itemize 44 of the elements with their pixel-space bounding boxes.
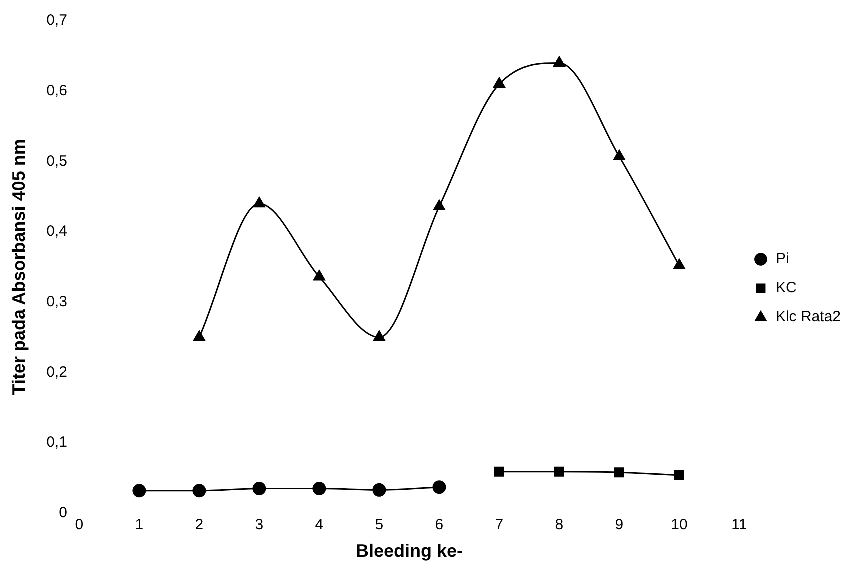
point	[554, 56, 566, 67]
point	[192, 484, 206, 498]
point	[674, 470, 684, 480]
x-tick-label: 6	[435, 516, 444, 534]
y-tick-label: 0,5	[46, 152, 68, 170]
y-tick-label: 0,4	[46, 223, 68, 240]
point	[132, 484, 146, 498]
point	[314, 270, 326, 281]
point	[312, 482, 326, 496]
x-tick-label: 10	[671, 516, 688, 534]
x-axis-title: Bleeding ke-	[356, 541, 463, 562]
point	[194, 330, 206, 342]
point	[432, 480, 446, 494]
point	[254, 197, 266, 208]
x-tick-label: 7	[495, 516, 504, 534]
y-tick-label: 0,6	[46, 82, 68, 100]
point	[372, 483, 386, 497]
point	[374, 330, 386, 342]
legend-label: Pi	[776, 250, 790, 268]
legend-label: Klc Rata2	[776, 308, 842, 326]
y-tick-label: 0,1	[46, 434, 68, 452]
x-tick-label: 4	[315, 516, 324, 534]
x-tick-label: 5	[375, 516, 384, 534]
x-tick-label: 1	[135, 516, 144, 534]
x-tick-label: 11	[732, 516, 748, 534]
y-tick-label: 0,7	[46, 12, 68, 30]
point	[494, 466, 504, 477]
x-tick-label: 9	[615, 516, 624, 534]
y-tick-label: 0,3	[46, 294, 68, 311]
point	[614, 468, 624, 478]
y-axis-title: Titer pada Absorbansi 405 nm	[8, 139, 29, 396]
point	[494, 78, 506, 88]
x-tick-label: 3	[255, 516, 264, 534]
x-tick-label: 8	[555, 516, 564, 534]
point	[554, 466, 564, 477]
point	[614, 150, 626, 161]
point	[674, 259, 686, 270]
x-tick-label: 2	[195, 516, 204, 534]
y-tick-label: 0,2	[46, 364, 68, 381]
point	[252, 482, 266, 496]
point	[434, 200, 446, 210]
x-tick-label: 0	[75, 516, 84, 534]
y-tick-label: 0	[59, 504, 68, 522]
legend-label: KC	[776, 280, 797, 297]
